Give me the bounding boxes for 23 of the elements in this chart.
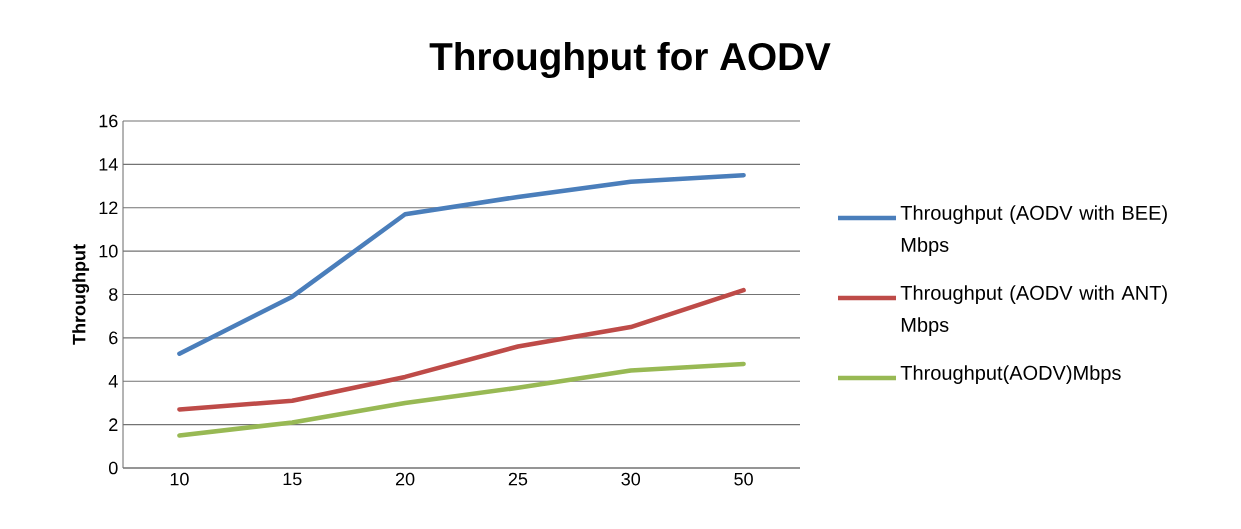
y-tick-label: 10 — [99, 244, 118, 258]
line-series — [177, 172, 746, 356]
x-tick-label: 15 — [283, 472, 302, 486]
x-tick-label: 25 — [508, 472, 528, 486]
legend-label: Throughput (AODV with ANT) Mbps — [900, 285, 1167, 336]
x-tick-label: 50 — [734, 472, 753, 486]
y-tick-label: 14 — [99, 158, 118, 171]
y-tick-label: 8 — [109, 288, 118, 301]
chart-title: Throughput for AODV — [429, 41, 831, 79]
line-series — [177, 361, 746, 438]
y-tick-label: 6 — [109, 331, 118, 345]
x-tick-label: 10 — [170, 472, 189, 486]
x-tick-label: 20 — [395, 472, 415, 486]
y-tick-label: 0 — [108, 461, 118, 475]
y-tick-label: 12 — [99, 201, 118, 215]
y-tick-label: 4 — [108, 375, 118, 388]
line-series — [177, 287, 746, 412]
y-tick-label: 2 — [109, 418, 118, 431]
legend-label: Throughput(AODV)Mbps — [900, 365, 1121, 384]
legend-label: Throughput (AODV with BEE) Mbps — [900, 205, 1167, 256]
y-tick-label: 16 — [99, 114, 118, 128]
x-tick-label: 30 — [621, 472, 641, 486]
y-axis-title: Throughput — [72, 244, 90, 345]
